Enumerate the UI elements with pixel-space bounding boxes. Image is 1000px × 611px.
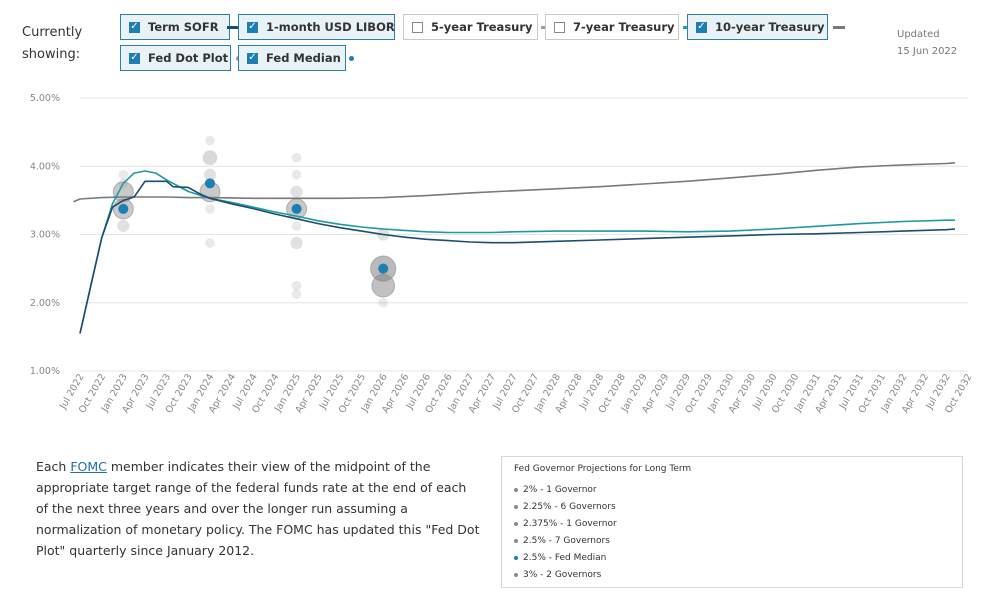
currently-showing-label: Currently showing: — [22, 25, 83, 62]
gray-dot-icon — [514, 521, 518, 526]
gray-dot-icon — [514, 572, 518, 577]
dot-plot-checkbox-icon[interactable]: ✓ — [129, 52, 140, 64]
updated-date: 15 Jun 2022 — [897, 46, 958, 57]
y-tick-label: 5.00% — [30, 93, 60, 104]
fed-median-checkbox-icon[interactable]: ✓ — [247, 52, 258, 64]
dot-plot-dot — [378, 297, 389, 308]
series-line-1-month-usd-libor — [79, 170, 955, 334]
toggle-label: 10-year Treasury — [715, 20, 825, 34]
dot-plot-dot — [205, 135, 215, 146]
legend-title: Fed Governor Projections for Long Term — [514, 464, 692, 474]
toggle-usd-libor[interactable]: ✓ 1-month USD LIBOR — [238, 14, 415, 40]
gray-dot-icon — [514, 504, 518, 509]
y-tick-label: 2.00% — [30, 298, 60, 309]
gray-dot-icon — [514, 487, 518, 492]
toggle-label: 1-month USD LIBOR — [266, 20, 395, 34]
toggle-fed-median[interactable]: ✓ Fed Median — [238, 45, 354, 71]
series-line-10-year-treasury — [73, 162, 956, 203]
dot-plot-dot — [291, 152, 302, 163]
dot-swatch-icon — [348, 55, 354, 61]
toggle-5-year-treasury[interactable]: 5-year Treasury — [403, 14, 553, 40]
legend-item: 2% - 1 Governor — [514, 481, 950, 498]
updated-info: Updated 15 Jun 2022 — [897, 26, 957, 60]
legend-item: 2.25% - 6 Governors — [514, 498, 950, 515]
dot-plot-dot — [205, 238, 215, 248]
toggle-term-sofr[interactable]: ✓ Term SOFR — [120, 14, 239, 40]
y-tick-label: 4.00% — [30, 161, 60, 172]
legend-item: 2.5% - 7 Governors — [514, 532, 950, 549]
gray-dot-icon — [514, 538, 518, 543]
toggle-fed-dot-plot[interactable]: ✓ Fed Dot Plot — [120, 45, 242, 71]
toggle-label: Fed Median — [266, 51, 341, 65]
7-year-checkbox-icon[interactable] — [554, 21, 565, 33]
dot-plot-dot — [205, 204, 215, 214]
libor-checkbox-icon[interactable]: ✓ — [247, 21, 258, 33]
dot-plot-dot — [291, 221, 302, 231]
fed-median-dot — [378, 263, 389, 274]
dot-plot-description: Each FOMC member indicates their view of… — [36, 459, 480, 558]
dot-plot-dot — [118, 169, 129, 180]
legend-item: 3% - 2 Governors — [514, 566, 950, 583]
updated-label: Updated — [897, 29, 940, 40]
projections-legend: Fed Governor Projections for Long Term 2… — [501, 456, 963, 588]
toggle-label: Term SOFR — [148, 20, 219, 34]
dot-plot-dot — [371, 273, 396, 298]
dot-plot-dot — [290, 236, 303, 250]
legend-item: 2.5% - Fed Median — [514, 549, 950, 566]
blue-dot-icon — [514, 555, 518, 560]
toggle-7-year-treasury[interactable]: 7-year Treasury — [545, 14, 695, 40]
dot-plot-dot — [203, 168, 217, 181]
fomc-link[interactable]: FOMC — [70, 459, 107, 474]
fed-median-dot — [291, 203, 302, 214]
dot-plot-dot — [202, 150, 218, 166]
line-swatch-icon — [832, 25, 845, 29]
toggle-label: 5-year Treasury — [431, 20, 533, 34]
y-tick-label: 1.00% — [30, 366, 60, 377]
dot-plot-dot — [291, 280, 302, 291]
toggle-10-year-treasury[interactable]: ✓ 10-year Treasury — [687, 14, 845, 40]
dot-plot-dot — [117, 219, 130, 233]
dot-plot-dot — [291, 289, 302, 300]
5-year-checkbox-icon[interactable] — [412, 21, 423, 33]
series-line-term-sofr — [79, 180, 956, 334]
toggle-label: 7-year Treasury — [573, 20, 675, 34]
term-sofr-checkbox-icon[interactable]: ✓ — [129, 21, 140, 33]
10-year-checkbox-icon[interactable]: ✓ — [696, 21, 707, 33]
fed-median-dot — [204, 178, 215, 189]
y-tick-label: 3.00% — [30, 230, 60, 241]
toggle-label: Fed Dot Plot — [148, 51, 229, 65]
dot-plot-dot — [291, 169, 302, 180]
legend-item: 2.375% - 1 Governor — [514, 515, 950, 532]
fed-median-dot — [118, 203, 129, 214]
dot-plot-dot — [290, 185, 303, 198]
line-swatch-icon — [226, 25, 239, 29]
